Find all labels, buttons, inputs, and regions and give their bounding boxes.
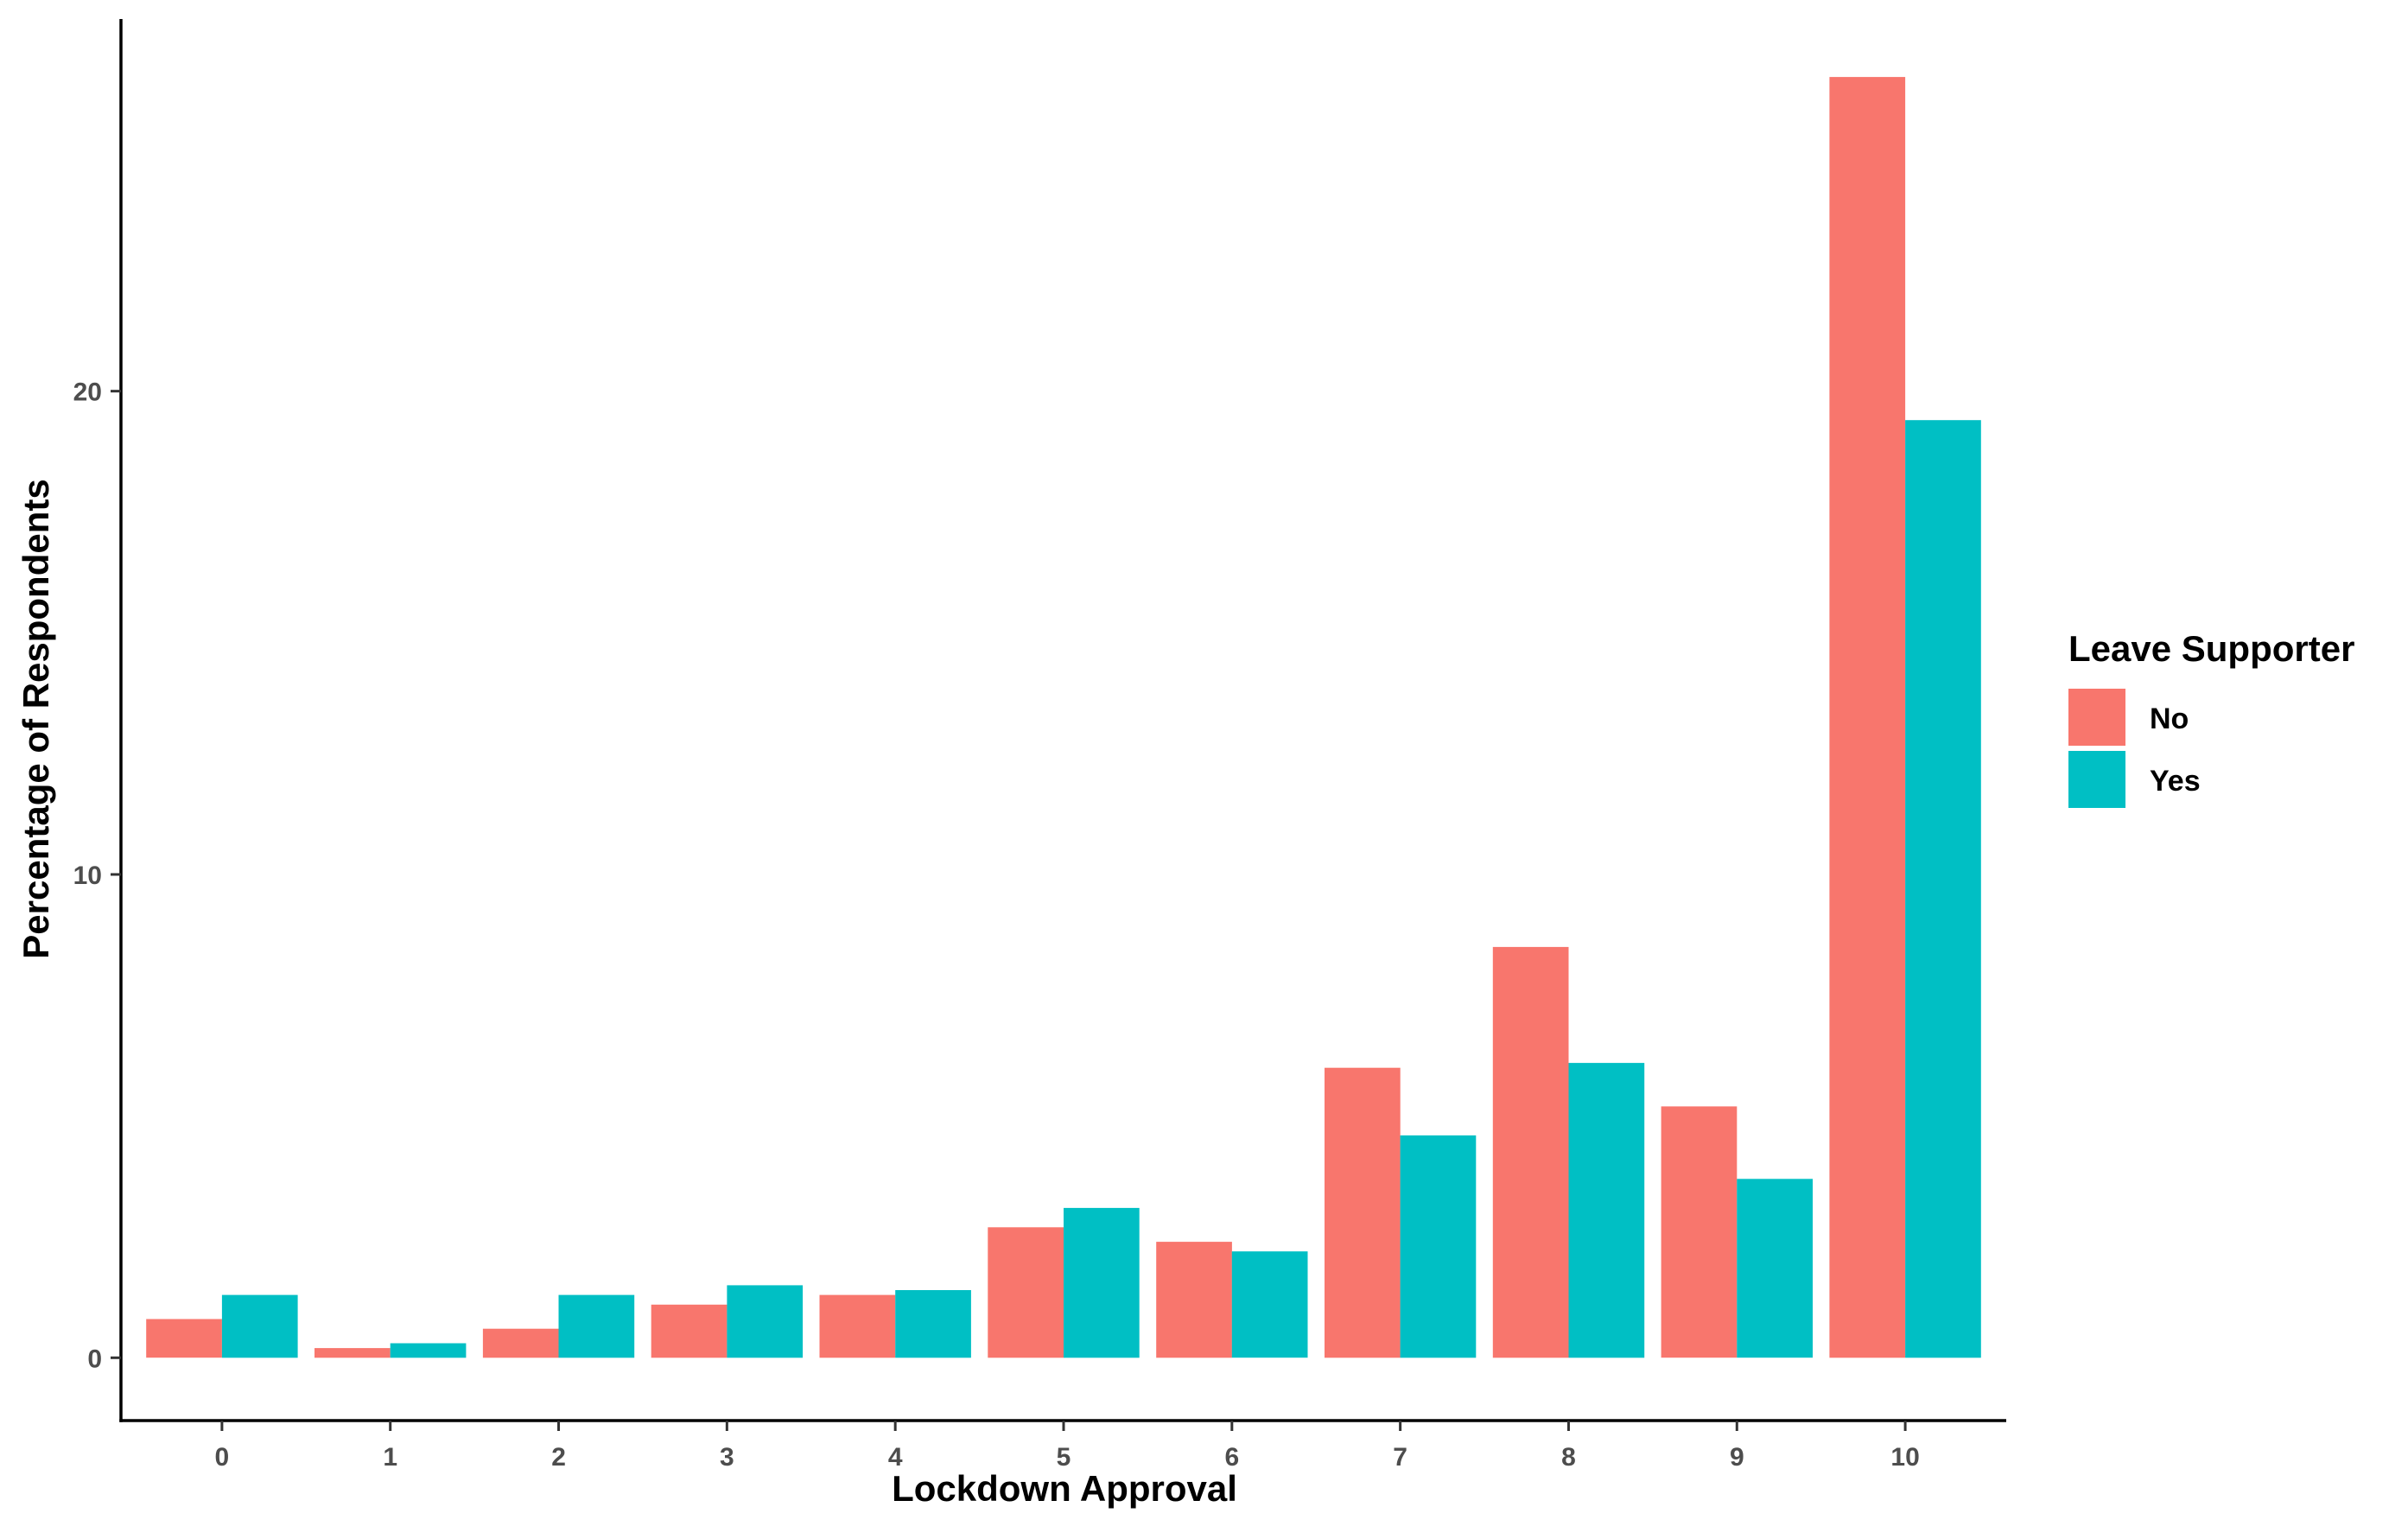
bars-layer — [146, 77, 1981, 1358]
bar-no-3 — [651, 1304, 727, 1358]
y-tick-label-0: 0 — [87, 1345, 102, 1373]
x-tick-label-9: 9 — [1730, 1443, 1744, 1472]
bar-no-6 — [1156, 1242, 1232, 1358]
bar-yes-1 — [390, 1343, 467, 1358]
x-tick-label-4: 4 — [888, 1443, 903, 1472]
bar-no-5 — [988, 1227, 1064, 1358]
legend-label-yes: Yes — [2150, 765, 2201, 798]
y-axis-title: Percentage of Respondents — [16, 479, 56, 958]
bar-yes-6 — [1231, 1251, 1308, 1358]
x-tick-label-0: 0 — [215, 1443, 230, 1472]
bar-yes-9 — [1737, 1179, 1813, 1358]
x-tick-label-2: 2 — [551, 1443, 566, 1472]
bar-yes-10 — [1905, 420, 1981, 1358]
legend-key-no — [2068, 689, 2125, 746]
bar-yes-2 — [558, 1294, 635, 1358]
bar-yes-4 — [895, 1290, 971, 1358]
x-tick-label-3: 3 — [720, 1443, 734, 1472]
bar-no-2 — [482, 1328, 559, 1358]
bar-no-4 — [819, 1294, 896, 1358]
bar-no-0 — [146, 1319, 222, 1358]
ticks-layer: 0 10 20 0 1 2 3 4 5 6 7 8 9 10 — [73, 378, 1920, 1472]
x-tick-label-1: 1 — [383, 1443, 397, 1472]
bar-no-1 — [315, 1348, 391, 1358]
bar-yes-5 — [1064, 1207, 1140, 1358]
y-tick-label-20: 20 — [73, 378, 102, 407]
bar-yes-7 — [1400, 1135, 1477, 1358]
legend-key-yes — [2068, 751, 2125, 808]
x-tick-label-10: 10 — [1890, 1443, 1919, 1472]
bar-yes-0 — [221, 1294, 298, 1358]
legend-title: Leave Supporter — [2068, 628, 2354, 669]
y-tick-label-10: 10 — [73, 862, 102, 890]
x-tick-label-8: 8 — [1561, 1443, 1576, 1472]
bar-yes-3 — [727, 1285, 804, 1358]
bar-no-8 — [1492, 946, 1569, 1358]
bar-no-7 — [1325, 1067, 1401, 1358]
bar-yes-8 — [1568, 1063, 1645, 1358]
x-tick-label-5: 5 — [1057, 1443, 1071, 1472]
x-tick-label-6: 6 — [1224, 1443, 1239, 1472]
x-axis-title: Lockdown Approval — [892, 1468, 1237, 1509]
x-tick-label-7: 7 — [1393, 1443, 1407, 1472]
bar-no-9 — [1661, 1106, 1738, 1358]
legend: Leave Supporter No Yes — [2068, 628, 2354, 808]
legend-label-no: No — [2150, 703, 2189, 735]
bar-no-10 — [1829, 77, 1906, 1358]
